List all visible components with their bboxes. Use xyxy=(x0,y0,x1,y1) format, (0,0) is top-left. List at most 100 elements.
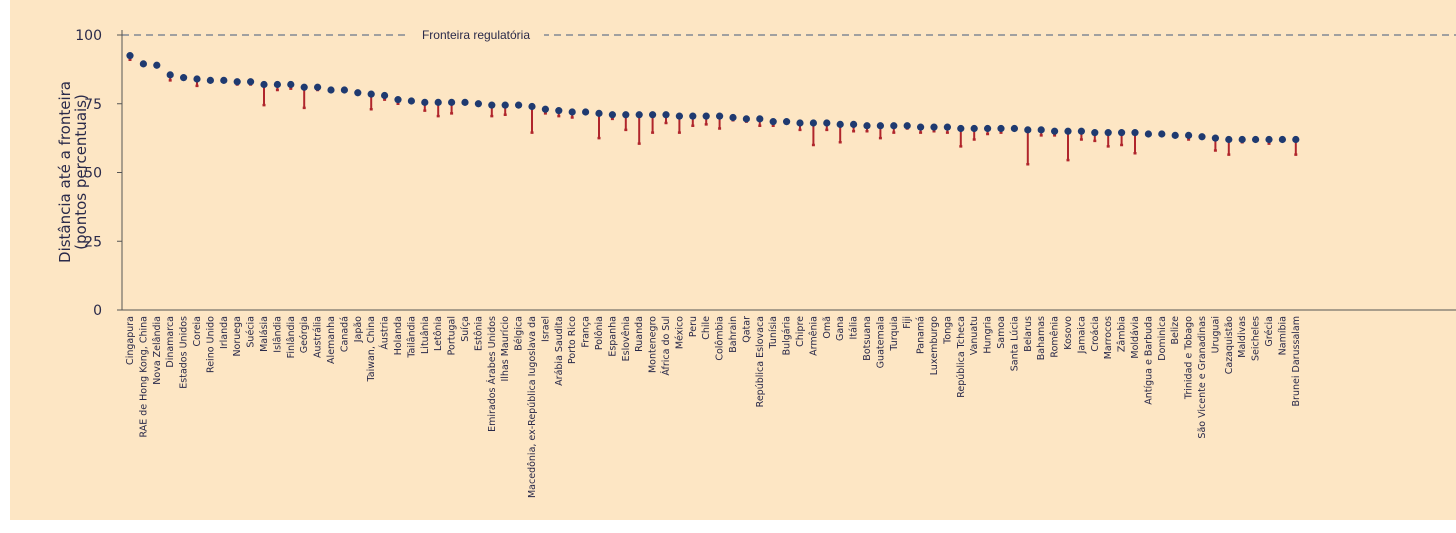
x-tick-label: Chile xyxy=(701,316,712,340)
dot xyxy=(1292,135,1300,144)
x-tick-label: Zâmbia xyxy=(1117,316,1128,352)
dot xyxy=(1198,133,1206,141)
x-tick-label: Portugal xyxy=(447,316,458,355)
dot xyxy=(394,96,402,104)
dot xyxy=(675,112,684,120)
x-tick-label: Alemanha xyxy=(326,316,337,364)
dot xyxy=(273,80,281,89)
dot xyxy=(381,91,389,100)
dot xyxy=(608,111,617,119)
dot xyxy=(783,118,791,126)
dot xyxy=(1104,129,1112,137)
dot xyxy=(1144,130,1152,138)
x-tick-label: Luxemburgo xyxy=(929,316,940,375)
dot xyxy=(1118,129,1126,137)
dot xyxy=(1225,135,1233,144)
x-tick-label: República Eslovaca xyxy=(755,316,766,407)
dot xyxy=(260,80,268,89)
dot xyxy=(943,123,952,131)
x-tick-label: Porto Rico xyxy=(567,316,578,364)
dot xyxy=(1265,135,1273,144)
dot xyxy=(568,108,576,116)
reference-label-bg xyxy=(408,27,544,43)
x-tick-label: Dominica xyxy=(1157,316,1168,361)
x-tick-label: Cazaquistão xyxy=(1224,316,1235,374)
dot xyxy=(300,83,308,91)
x-tick-label: Peru xyxy=(688,316,699,337)
dot xyxy=(876,122,885,130)
x-tick-label: Espanha xyxy=(607,316,618,357)
dot xyxy=(327,86,335,94)
x-tick-label: Belarus xyxy=(1023,316,1034,352)
x-tick-label: São Vicente e Granadinas xyxy=(1197,316,1208,439)
dot xyxy=(716,112,724,120)
dot xyxy=(340,86,348,94)
x-tick-label: Ruanda xyxy=(634,316,645,352)
dot xyxy=(903,122,911,130)
x-tick-label: Trinidad e Tobago xyxy=(1184,316,1195,400)
x-tick-label: Japão xyxy=(353,316,364,343)
x-tick-label: Polônia xyxy=(594,316,605,350)
x-tick-label: Grécia xyxy=(1264,316,1275,347)
x-tick-label: Belize xyxy=(1170,316,1181,345)
dot xyxy=(970,124,978,133)
dot xyxy=(917,123,925,131)
x-tick-label: Jamaica xyxy=(1076,316,1087,354)
x-tick-label: Vanuatu xyxy=(969,316,980,355)
dot xyxy=(1091,129,1099,137)
dot xyxy=(729,113,737,122)
x-tick-label: Panamá xyxy=(916,316,927,354)
dot xyxy=(407,97,415,105)
dot xyxy=(863,122,871,130)
x-tick-label: Áustria xyxy=(379,316,391,350)
dot xyxy=(515,101,523,109)
dot xyxy=(126,52,134,60)
dot xyxy=(1252,135,1260,144)
dot xyxy=(984,124,992,133)
dot xyxy=(220,76,228,84)
x-tick-label: Finlândia xyxy=(286,316,297,358)
x-tick-label: Colômbia xyxy=(715,316,726,361)
dot xyxy=(528,102,536,111)
x-tick-label: Malásia xyxy=(259,316,270,352)
x-tick-label: Canadá xyxy=(339,316,350,352)
x-tick-label: Chipre xyxy=(795,316,806,347)
dot xyxy=(756,115,764,123)
x-tick-label: Bulgária xyxy=(782,316,793,355)
dot xyxy=(823,119,831,127)
x-tick-label: República Tcheca xyxy=(956,316,967,398)
dot xyxy=(287,80,295,89)
dot xyxy=(796,119,804,127)
x-tick-label: Bahamas xyxy=(1036,316,1047,360)
dot xyxy=(622,111,630,119)
dot xyxy=(595,109,603,117)
x-tick-label: Qatar xyxy=(741,316,752,343)
x-tick-label: França xyxy=(581,316,592,348)
x-tick-label: Itália xyxy=(849,316,860,339)
dot xyxy=(1037,126,1045,134)
x-tick-label: Lituânia xyxy=(420,316,431,354)
x-tick-label: Maldivas xyxy=(1237,316,1248,358)
x-tick-label: Israel xyxy=(540,316,551,342)
x-tick-label: Islândia xyxy=(272,316,283,353)
x-tick-label: Tonga xyxy=(942,316,953,345)
x-tick-label: Kosovo xyxy=(1063,316,1074,350)
x-tick-label: Dinamarca xyxy=(165,316,176,368)
dot xyxy=(850,120,858,128)
dot xyxy=(421,98,429,106)
dot xyxy=(541,105,550,113)
x-tick-label: Hungria xyxy=(983,316,994,354)
x-tick-label: RAE de Hong Kong, China xyxy=(138,316,149,437)
x-tick-label: Cingapura xyxy=(125,316,136,365)
dot xyxy=(193,75,201,83)
y-tick-label: 75 xyxy=(84,97,102,113)
x-tick-label: Arábia Saudita xyxy=(554,316,565,386)
x-tick-label: Ilhas Maurício xyxy=(500,316,511,382)
x-tick-label: Bélgica xyxy=(514,316,525,351)
dot xyxy=(233,78,241,86)
x-tick-label: Brunei Darussalam xyxy=(1291,316,1302,406)
dot xyxy=(1278,135,1286,144)
x-tick-label: Gana xyxy=(835,316,846,341)
background xyxy=(10,0,1456,520)
